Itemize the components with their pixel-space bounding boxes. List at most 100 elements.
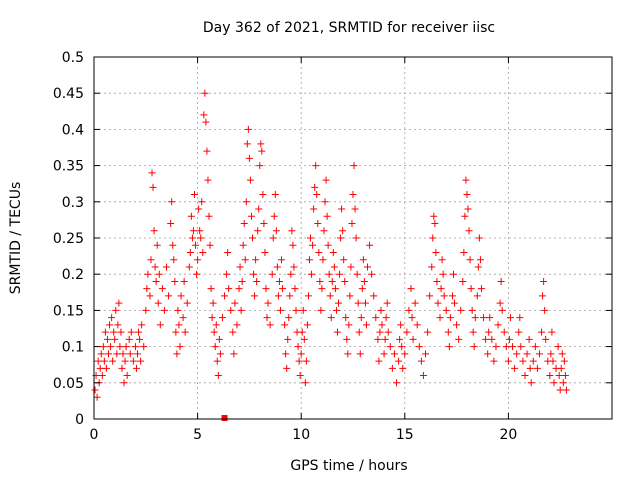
data-point (320, 227, 328, 235)
data-point (225, 285, 233, 293)
data-point (396, 335, 404, 343)
data-point (560, 357, 568, 365)
data-point (354, 299, 362, 307)
data-point (149, 183, 157, 191)
data-point (111, 335, 119, 343)
data-point (201, 89, 209, 97)
data-point (256, 162, 264, 170)
data-point (533, 364, 541, 372)
data-point (254, 227, 262, 235)
data-point (444, 328, 452, 336)
data-point (334, 299, 342, 307)
data-point (257, 140, 265, 148)
data-point (154, 299, 162, 307)
data-point (311, 183, 319, 191)
data-point (550, 379, 558, 387)
data-point (202, 118, 210, 126)
data-point (357, 314, 365, 322)
data-point (426, 292, 434, 300)
data-point (253, 277, 261, 285)
data-point (319, 256, 327, 264)
data-point (349, 191, 357, 199)
data-point (176, 343, 184, 351)
data-point (142, 306, 150, 314)
data-point (500, 328, 508, 336)
data-point (160, 306, 168, 314)
data-point (408, 314, 416, 322)
tick-marks (93, 56, 612, 420)
data-point (179, 314, 187, 322)
data-point (211, 343, 219, 351)
data-point (380, 350, 388, 358)
data-point (327, 314, 335, 322)
data-point (372, 314, 380, 322)
data-point (209, 299, 217, 307)
data-point (531, 343, 539, 351)
data-point (295, 357, 303, 365)
data-point (390, 350, 398, 358)
data-point (264, 299, 272, 307)
data-point (398, 343, 406, 351)
data-point (215, 335, 223, 343)
data-point (114, 321, 122, 329)
data-point (285, 314, 293, 322)
data-point (485, 328, 493, 336)
data-point (336, 270, 344, 278)
data-point (321, 198, 329, 206)
data-point (393, 379, 401, 387)
data-point (403, 328, 411, 336)
data-point (187, 212, 195, 220)
data-point (174, 306, 182, 314)
data-point (436, 314, 444, 322)
data-point (370, 292, 378, 300)
data-point (332, 306, 340, 314)
data-point (529, 357, 537, 365)
data-point (488, 335, 496, 343)
data-point (333, 328, 341, 336)
data-point (317, 306, 325, 314)
data-point (399, 364, 407, 372)
data-point (189, 227, 197, 235)
data-point (352, 234, 360, 242)
data-point (459, 277, 467, 285)
data-point (223, 270, 231, 278)
data-point (168, 198, 176, 206)
data-point (424, 328, 432, 336)
data-point (294, 343, 302, 351)
outlier-marker (221, 415, 228, 421)
data-point (238, 277, 246, 285)
data-point (342, 314, 350, 322)
data-point (108, 314, 116, 322)
data-point (429, 234, 437, 242)
data-point (324, 241, 332, 249)
data-point (138, 321, 146, 329)
data-point (283, 364, 291, 372)
data-point (382, 314, 390, 322)
data-point (461, 212, 469, 220)
data-point (261, 248, 269, 256)
data-point (175, 321, 183, 329)
data-point (383, 299, 391, 307)
data-point (237, 306, 245, 314)
data-point (322, 176, 330, 184)
data-point (561, 372, 569, 380)
data-point (207, 285, 215, 293)
data-point (448, 292, 456, 300)
data-point (542, 335, 550, 343)
data-point (474, 263, 482, 271)
data-point (307, 234, 315, 242)
data-point (122, 343, 130, 351)
data-point (205, 212, 213, 220)
data-point (506, 314, 514, 322)
data-point (442, 306, 450, 314)
data-point (273, 263, 281, 271)
data-point (395, 357, 403, 365)
data-point (186, 248, 194, 256)
data-point (547, 350, 555, 358)
data-point (356, 350, 364, 358)
data-point (446, 314, 454, 322)
data-point (494, 321, 502, 329)
data-point (313, 191, 321, 199)
data-point (240, 220, 248, 228)
